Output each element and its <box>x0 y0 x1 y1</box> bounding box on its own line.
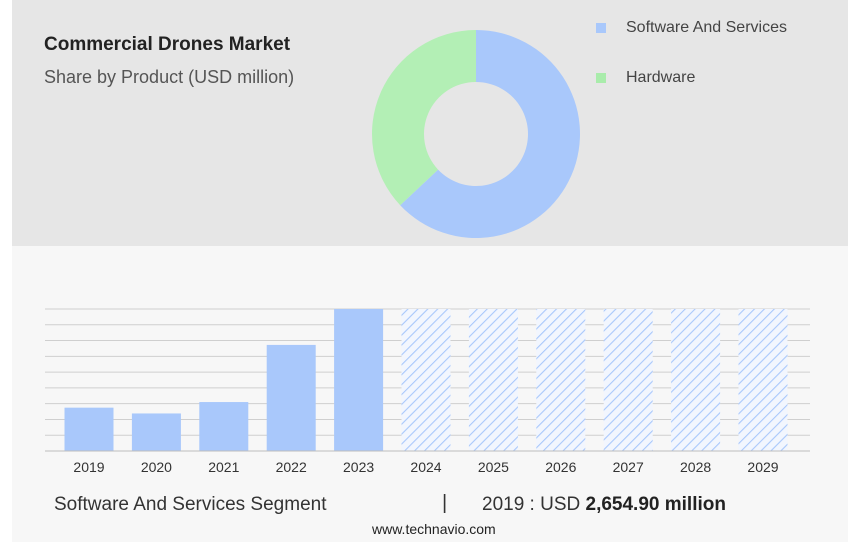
bar-2022 <box>266 344 316 451</box>
legend-swatch-software <box>596 23 606 33</box>
legend-label-software: Software And Services <box>626 19 787 36</box>
x-tick-label-2021: 2021 <box>208 459 239 475</box>
donut-chart <box>372 30 580 239</box>
x-tick-label-2028: 2028 <box>680 459 711 475</box>
donut-slice-software-and-services <box>400 30 580 239</box>
bar-2020 <box>131 413 181 451</box>
footer-amount: 2,654.90 million <box>585 494 726 515</box>
bar-2025 <box>468 309 518 451</box>
footer-value: 2019 : USD 2,654.90 million <box>482 494 726 516</box>
bar-chart: 2019 2020 2021 2022 2023 2024 2025 2026 2027 2028… <box>45 308 810 475</box>
x-tick-label-2019: 2019 <box>73 459 104 475</box>
legend: Software And Services Hardware <box>596 16 787 116</box>
bar-2024 <box>401 309 451 451</box>
footer-separator: | <box>442 492 448 514</box>
site-url: www.technavio.com <box>372 521 496 537</box>
donut-slice-hardware <box>372 30 476 206</box>
bar-2027 <box>603 309 653 451</box>
x-tick-label-2029: 2029 <box>747 459 778 475</box>
x-tick-label-2026: 2026 <box>545 459 576 475</box>
chart-title: Commercial Drones Market <box>44 34 291 55</box>
footer-segment-label: Software And Services Segment <box>54 494 327 515</box>
x-tick-label-2025: 2025 <box>478 459 509 475</box>
bar-2029 <box>738 309 788 451</box>
x-tick-label-2023: 2023 <box>343 459 374 475</box>
x-tick-label-2027: 2027 <box>613 459 644 475</box>
chart-subtitle: Share by Product (USD million) <box>44 67 295 87</box>
bar-2028 <box>671 309 721 451</box>
legend-item-software: Software And Services <box>596 16 787 40</box>
bar-2023 <box>334 309 384 451</box>
x-tick-label-2022: 2022 <box>276 459 307 475</box>
footer-year-label: 2019 : USD <box>482 494 581 515</box>
legend-swatch-hardware <box>596 73 606 83</box>
legend-label-hardware: Hardware <box>626 69 696 86</box>
legend-item-hardware: Hardware <box>596 66 787 90</box>
bar-2021 <box>199 402 249 451</box>
x-tick-label-2020: 2020 <box>141 459 172 475</box>
bar-2026 <box>536 309 586 451</box>
bar-2019 <box>64 407 114 451</box>
x-tick-label-2024: 2024 <box>410 459 441 475</box>
